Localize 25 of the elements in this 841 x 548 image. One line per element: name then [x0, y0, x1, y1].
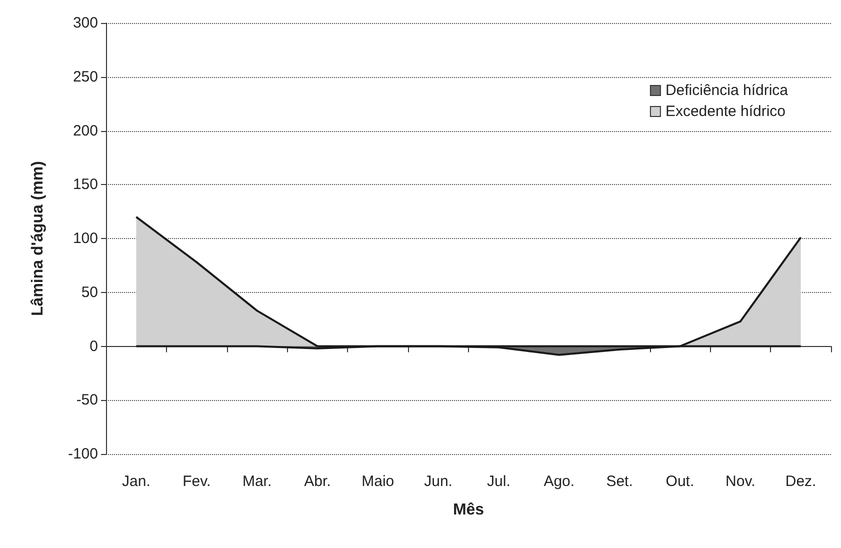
y-axis-title: Lâmina d'água (mm) [30, 161, 46, 316]
x-tick-label: Jul. [487, 473, 510, 490]
y-tick-label: 0 [90, 338, 98, 355]
y-tick-label: 250 [72, 68, 98, 86]
x-tick-label: Dez. [785, 473, 816, 490]
y-tick-label: -50 [76, 392, 98, 409]
x-axis-title: Mês [452, 502, 484, 518]
x-tick-label: Abr. [304, 473, 331, 490]
y-tick-label: 200 [72, 122, 98, 140]
y-tick-label: 100 [72, 230, 98, 247]
x-tick-label: Jun. [424, 473, 452, 490]
legend-label: Excedente hídrico [665, 103, 786, 120]
x-tick-label: Maio [362, 473, 394, 490]
legend-label: Deficiência hídrica [665, 82, 789, 99]
x-tick-label: Set. [606, 473, 633, 490]
x-tick-label: Jan. [122, 473, 150, 490]
x-tick-label: Out. [666, 473, 694, 490]
x-tick-label: Mar. [242, 473, 272, 490]
x-tick-label: Nov. [726, 473, 756, 490]
x-tick-label: Ago. [544, 473, 575, 490]
y-tick-label: 300 [72, 14, 98, 32]
y-tick-label: 150 [72, 176, 98, 194]
y-tick-label: -100 [68, 446, 98, 462]
x-tick-label: Fev. [182, 473, 211, 490]
y-tick-label: 50 [81, 284, 98, 301]
